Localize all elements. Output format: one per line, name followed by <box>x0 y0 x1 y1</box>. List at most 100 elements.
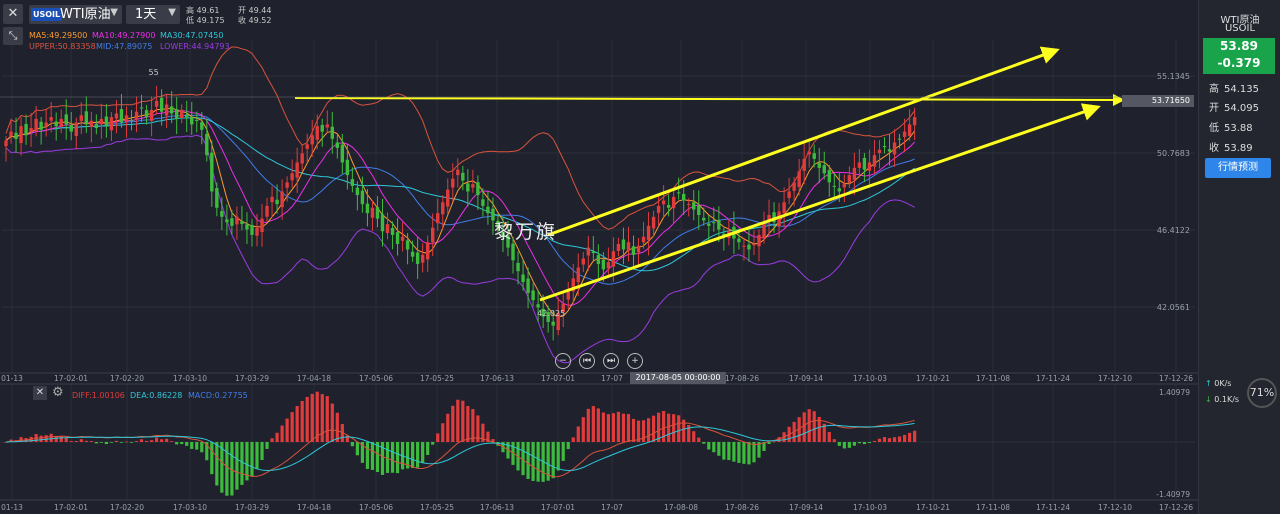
macd-bar <box>591 406 595 442</box>
candle-body <box>260 218 264 233</box>
close-macd-button[interactable]: ✕ <box>33 386 47 400</box>
macd-bar <box>109 442 114 443</box>
macd-bar <box>646 418 651 442</box>
candle-body <box>109 117 114 131</box>
candle-body <box>516 262 520 272</box>
candle-body <box>651 216 656 229</box>
chart-area[interactable]: 55 42.025 55.1345 50.7683 46.4122 42.0561 01-… <box>0 0 1198 514</box>
candle-body <box>154 100 159 107</box>
x-tick-label: 17-03-10 <box>173 503 207 512</box>
candle-body <box>481 199 485 206</box>
macd-bar <box>802 412 806 442</box>
macd-bar <box>240 442 244 485</box>
sidebar-instrument-code: USOIL <box>1224 23 1256 34</box>
ohlc-close: 收 49.52 <box>238 16 272 25</box>
candle-body <box>335 142 340 148</box>
macd-bar <box>149 440 154 442</box>
macd-bar <box>350 442 354 447</box>
sidebar-close: 收 53.89 <box>1209 143 1253 154</box>
step-forward-icon[interactable]: ⏭ <box>603 353 619 369</box>
candle-body <box>215 188 219 208</box>
macd-bar <box>255 442 259 470</box>
macd-bar <box>275 432 279 442</box>
draw-tool-icon[interactable]: ⤡ <box>3 27 23 45</box>
candle-body <box>54 121 58 127</box>
chart-canvas[interactable]: 55 42.025 55.1345 50.7683 46.4122 42.0561 01-… <box>0 0 1198 514</box>
candle-body <box>425 242 430 260</box>
macd-bar <box>762 442 766 451</box>
candle-body <box>375 207 380 219</box>
x-tick-label: 17-09-14 <box>789 374 823 383</box>
macd-bar <box>406 442 410 469</box>
candle-body <box>737 238 741 243</box>
x-tick-label: 17-11-08 <box>976 503 1010 512</box>
macd-bar <box>395 442 400 474</box>
macd-bar <box>827 432 831 442</box>
candle-body <box>621 239 626 250</box>
candle-body <box>134 111 139 120</box>
macd-bar <box>330 403 334 442</box>
macd-bar <box>897 436 902 442</box>
candle-body <box>320 124 324 132</box>
macd-bar <box>526 442 530 479</box>
predict-button[interactable]: 行情预测 <box>1205 158 1271 178</box>
ohlc-low: 低 49.175 <box>186 16 225 25</box>
candle-body <box>596 255 601 264</box>
candle-body <box>792 182 796 191</box>
x-tick-label: 17-06-13 <box>480 374 514 383</box>
candle-body <box>180 109 184 119</box>
zoom-in-icon[interactable]: + <box>627 353 643 369</box>
candle-body <box>601 259 606 270</box>
macd-dea-line <box>5 422 915 472</box>
macd-bar <box>155 437 159 442</box>
legend-ma10: MA10:49.27900 <box>92 31 156 40</box>
candle-body <box>566 289 570 300</box>
macd-bar <box>571 437 575 442</box>
candle-body <box>24 123 28 136</box>
macd-bar <box>872 440 877 442</box>
candle-body <box>531 290 535 301</box>
zoom-out-icon[interactable]: − <box>555 353 571 369</box>
candle-body <box>546 312 550 322</box>
close-chart-button[interactable]: ✕ <box>3 4 23 24</box>
macd-bar <box>235 442 239 490</box>
x-tick-label: 17-03-29 <box>235 503 269 512</box>
macd-bar <box>385 442 390 473</box>
candle-body <box>245 224 249 230</box>
symbol-selector[interactable]: USOIL WTI原油 ▼ <box>29 5 122 24</box>
candle-body <box>852 167 857 180</box>
macd-bar <box>310 393 314 442</box>
macd-bar <box>104 442 108 445</box>
candle-body <box>606 262 611 269</box>
period-selector[interactable]: 1天 ▼ <box>126 5 180 24</box>
candle-body <box>712 222 716 224</box>
candle-body <box>671 196 676 209</box>
candle-body <box>832 185 836 187</box>
ma10-line <box>5 110 915 306</box>
legend-macd: MACD:0.27755 <box>188 391 248 400</box>
macd-bar <box>390 442 395 473</box>
candle-body <box>380 214 385 232</box>
macd-bar <box>260 442 264 460</box>
x-tick-label: 17-11-24 <box>1036 374 1070 383</box>
candle-body <box>400 236 405 241</box>
candle-body <box>807 151 811 155</box>
macd-bar <box>682 419 686 442</box>
macd-bar <box>195 442 199 450</box>
macd-bar <box>757 442 761 458</box>
candle-body <box>872 155 877 167</box>
macd-bar <box>215 442 219 486</box>
y-tick-label: 55.1345 <box>1157 72 1190 81</box>
macd-bar <box>707 442 711 450</box>
step-back-icon[interactable]: ⏮ <box>579 353 595 369</box>
sidebar-low: 低 53.88 <box>1209 123 1253 134</box>
macd-bar <box>797 417 801 442</box>
candle-body <box>250 224 254 235</box>
gear-icon[interactable]: ⚙ <box>52 385 64 400</box>
candle-body <box>867 162 872 171</box>
current-price: 53.89 <box>1220 39 1258 53</box>
x-tick-label: 17-12-26 <box>1159 374 1193 383</box>
candle-body <box>360 190 365 205</box>
candle-body <box>315 126 319 140</box>
x-tick-label: 17-06-13 <box>480 503 514 512</box>
